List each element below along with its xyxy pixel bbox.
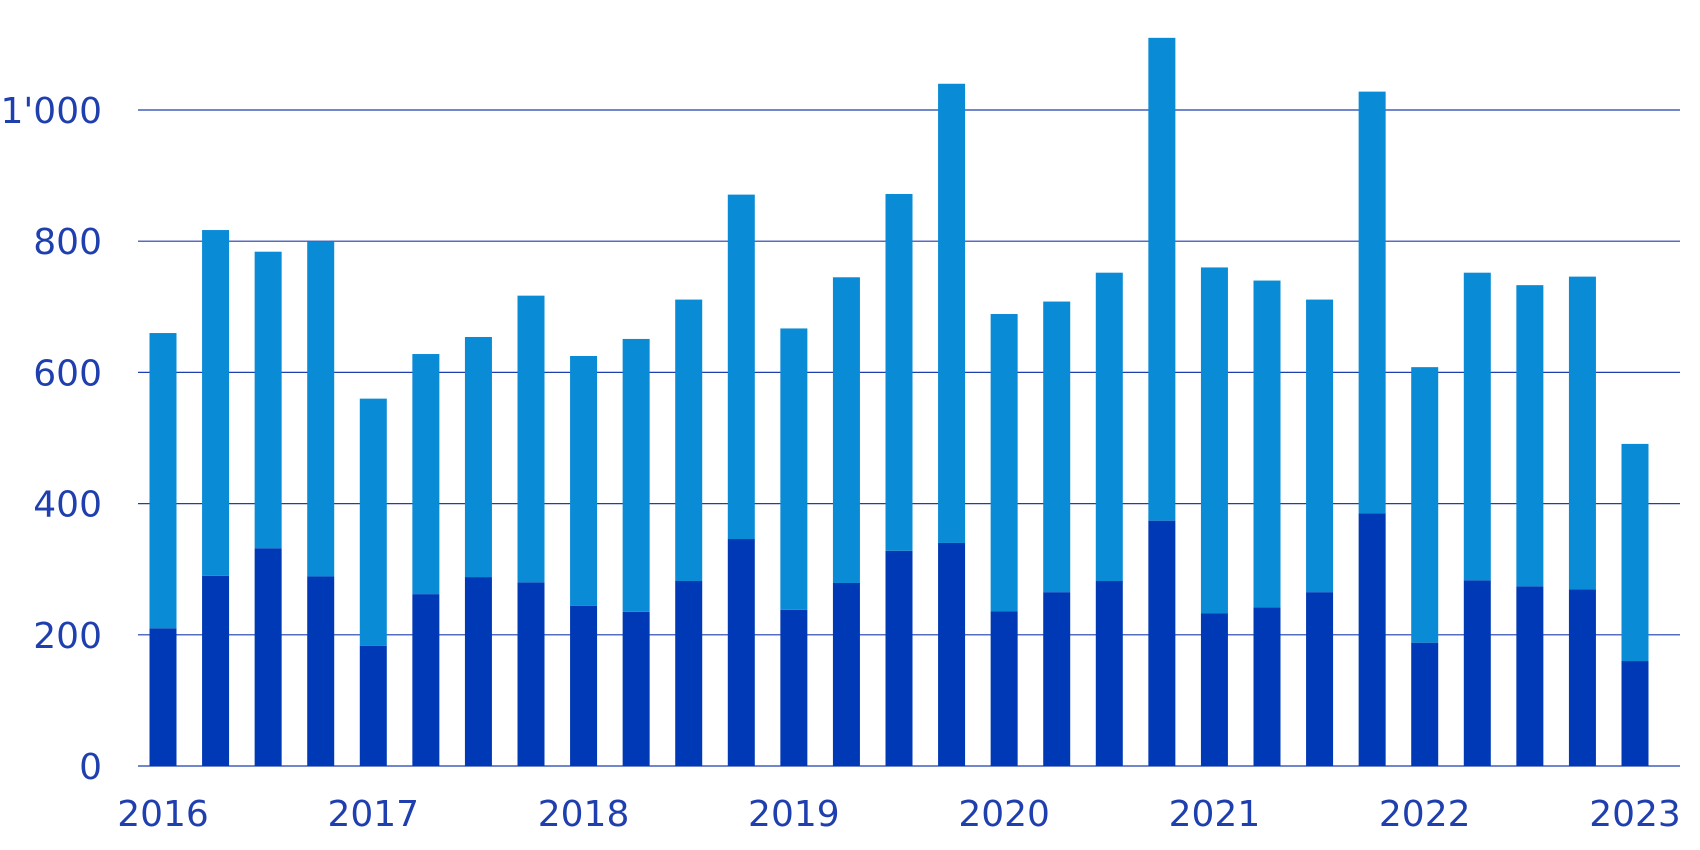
bar-2020-Q4-segment-1 bbox=[1148, 520, 1176, 766]
bar-2022-Q4-segment-2 bbox=[1568, 276, 1596, 590]
y-tick-label: 1'000 bbox=[0, 91, 102, 132]
bar-2022-Q2-segment-2 bbox=[1463, 272, 1491, 581]
x-axis-ticks: 2016 2017 2018 2019 2020 2021 2022 2023 bbox=[117, 794, 1681, 835]
bar-2018-Q1-segment-2 bbox=[570, 356, 598, 606]
bar-2020-Q4-segment-2 bbox=[1148, 37, 1176, 521]
x-tick-label: 2019 bbox=[748, 794, 840, 835]
bar-2019-Q4-segment-1 bbox=[938, 542, 966, 766]
bar-2020-Q2-segment-1 bbox=[1043, 592, 1071, 766]
bar-2019-Q4-segment-2 bbox=[938, 83, 966, 543]
bar-2021-Q4-segment-1 bbox=[1358, 513, 1386, 766]
bar-2021-Q1-segment-1 bbox=[1200, 613, 1228, 766]
bar-2017-Q2-segment-1 bbox=[412, 594, 440, 766]
bar-2018-Q4-segment-2 bbox=[727, 194, 755, 540]
bar-2021-Q4-segment-2 bbox=[1358, 91, 1386, 514]
bar-2023-Q1-segment-1 bbox=[1621, 661, 1649, 766]
bar-2018-Q2-segment-2 bbox=[622, 338, 650, 612]
bar-2020-Q1-segment-2 bbox=[990, 314, 1018, 612]
bar-2016-Q1-segment-1 bbox=[149, 628, 177, 766]
x-tick-label: 2017 bbox=[327, 794, 419, 835]
y-tick-label: 600 bbox=[33, 353, 102, 394]
x-tick-label: 2020 bbox=[958, 794, 1050, 835]
bar-2020-Q3-segment-2 bbox=[1095, 272, 1123, 582]
y-axis-ticks: 0 200 400 600 800 1'000 bbox=[0, 91, 102, 788]
x-tick-label: 2021 bbox=[1169, 794, 1261, 835]
bar-2017-Q1-segment-2 bbox=[359, 398, 387, 646]
bar-2016-Q3-segment-1 bbox=[254, 548, 282, 766]
bar-2022-Q3-segment-1 bbox=[1516, 586, 1544, 766]
bar-2017-Q3-segment-2 bbox=[464, 336, 492, 578]
bar-2022-Q1-segment-1 bbox=[1411, 642, 1439, 766]
bar-2018-Q2-segment-1 bbox=[622, 611, 650, 766]
bar-2022-Q3-segment-2 bbox=[1516, 285, 1544, 587]
y-tick-label: 0 bbox=[79, 747, 102, 788]
bar-2017-Q3-segment-1 bbox=[464, 577, 492, 766]
bar-2016-Q1-segment-2 bbox=[149, 333, 177, 629]
bar-2021-Q3-segment-1 bbox=[1306, 592, 1334, 766]
bar-2021-Q3-segment-2 bbox=[1306, 299, 1334, 593]
bar-2019-Q1-segment-2 bbox=[780, 328, 808, 610]
x-tick-label: 2023 bbox=[1589, 794, 1681, 835]
bar-2018-Q3-segment-1 bbox=[675, 581, 703, 766]
bar-2020-Q2-segment-2 bbox=[1043, 301, 1071, 593]
bar-2022-Q2-segment-1 bbox=[1463, 580, 1491, 766]
bar-2022-Q4-segment-1 bbox=[1568, 589, 1596, 766]
y-tick-label: 800 bbox=[33, 222, 102, 263]
bar-2022-Q1-segment-2 bbox=[1411, 367, 1439, 643]
bar-2017-Q4-segment-2 bbox=[517, 295, 545, 583]
bar-2019-Q3-segment-1 bbox=[885, 550, 913, 766]
x-tick-label: 2016 bbox=[117, 794, 209, 835]
bar-2020-Q3-segment-1 bbox=[1095, 581, 1123, 766]
bar-2016-Q3-segment-2 bbox=[254, 251, 282, 549]
bar-2019-Q1-segment-1 bbox=[780, 609, 808, 766]
bar-2019-Q2-segment-2 bbox=[832, 277, 860, 583]
bar-2021-Q2-segment-1 bbox=[1253, 607, 1281, 766]
bar-2023-Q1-segment-2 bbox=[1621, 443, 1649, 662]
bar-2018-Q1-segment-1 bbox=[570, 605, 598, 766]
bar-2017-Q4-segment-1 bbox=[517, 582, 545, 766]
bars bbox=[149, 37, 1649, 766]
bar-2016-Q4-segment-2 bbox=[307, 241, 335, 577]
bar-2018-Q3-segment-2 bbox=[675, 299, 703, 581]
bar-2021-Q2-segment-2 bbox=[1253, 280, 1281, 608]
bar-2018-Q4-segment-1 bbox=[727, 539, 755, 766]
bar-2020-Q1-segment-1 bbox=[990, 611, 1018, 766]
x-tick-label: 2022 bbox=[1379, 794, 1471, 835]
bar-2021-Q1-segment-2 bbox=[1200, 267, 1228, 614]
bar-2017-Q1-segment-1 bbox=[359, 645, 387, 766]
bar-2016-Q4-segment-1 bbox=[307, 576, 335, 766]
bar-2019-Q2-segment-1 bbox=[832, 582, 860, 766]
y-tick-label: 400 bbox=[33, 485, 102, 526]
x-tick-label: 2018 bbox=[538, 794, 630, 835]
y-tick-label: 200 bbox=[33, 616, 102, 657]
bar-2016-Q2-segment-1 bbox=[202, 575, 230, 766]
bar-2016-Q2-segment-2 bbox=[202, 230, 230, 576]
bar-2017-Q2-segment-2 bbox=[412, 354, 440, 595]
bar-2019-Q3-segment-2 bbox=[885, 193, 913, 551]
